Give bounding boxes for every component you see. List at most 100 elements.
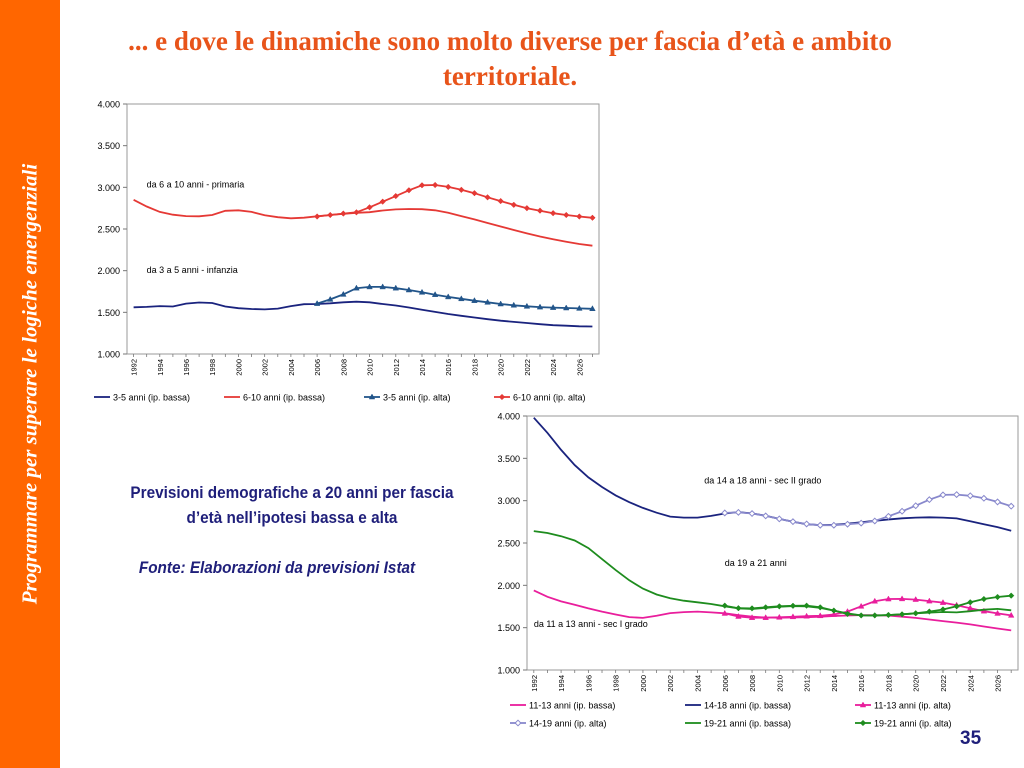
data-point: [510, 301, 518, 308]
y-tick-label: 1.000: [497, 666, 520, 676]
x-tick-label: 2000: [639, 675, 648, 692]
data-point: [431, 291, 439, 297]
x-tick-label: 1996: [182, 359, 191, 376]
data-point: [405, 187, 413, 194]
data-point: [327, 211, 334, 219]
data-point: [576, 304, 583, 311]
series-line-3: [724, 597, 1012, 619]
data-point: [966, 492, 974, 500]
data-point: [912, 610, 919, 617]
data-point: [803, 602, 810, 609]
y-tick-label: 4.000: [97, 100, 120, 110]
data-point: [967, 599, 974, 606]
data-point: [994, 593, 1001, 601]
x-tick-label: 2024: [549, 359, 558, 376]
legend-entry: 19-21 anni (ip. alta): [874, 719, 952, 729]
x-tick-label: 2004: [693, 675, 702, 692]
data-point: [967, 604, 974, 611]
data-point: [898, 611, 906, 618]
data-point: [721, 602, 728, 609]
data-point: [748, 614, 756, 620]
data-point: [748, 510, 756, 518]
data-point: [576, 213, 583, 220]
y-tick-label: 4.000: [497, 412, 520, 422]
data-point: [418, 182, 426, 189]
x-tick-label: 2018: [884, 675, 893, 692]
series-line-2: [133, 198, 593, 247]
x-tick-label: 2010: [366, 359, 375, 376]
x-tick-label: 2006: [721, 675, 730, 692]
data-point: [1008, 592, 1015, 599]
data-point: [885, 595, 892, 602]
data-point: [366, 204, 373, 211]
data-point: [789, 613, 797, 620]
legend-entry: 3-5 anni (ip. alta): [383, 393, 451, 403]
data-point: [734, 508, 742, 516]
data-point: [340, 290, 347, 297]
data-point: [379, 198, 386, 205]
series-line-4: [316, 184, 593, 219]
y-tick-label: 2.500: [97, 225, 120, 235]
data-point: [735, 612, 742, 619]
series-line-3: [316, 286, 593, 310]
x-tick-label: 2020: [497, 359, 506, 376]
data-point: [458, 186, 465, 193]
x-tick-label: 1992: [530, 675, 539, 692]
data-point: [418, 288, 426, 295]
data-point: [549, 304, 557, 310]
x-tick-label: 2012: [803, 675, 812, 692]
data-point: [589, 214, 596, 221]
sidebar: Programmare per superare le logiche emer…: [0, 0, 60, 768]
legend-entry: 6-10 anni (ip. bassa): [243, 393, 325, 403]
chart-annotation: da 14 a 18 anni - sec II grado: [704, 476, 821, 486]
x-tick-label: 2008: [748, 675, 757, 692]
chart-1: 1.000 1.500 2.000 2.500 3.000 3.500 4.000 1992 1…: [94, 100, 600, 403]
y-tick-label: 1.000: [97, 350, 120, 360]
data-point: [775, 515, 783, 523]
data-point: [939, 491, 947, 499]
data-point: [817, 604, 824, 611]
data-point: [353, 284, 360, 291]
data-point: [368, 393, 376, 400]
data-point: [912, 502, 920, 510]
data-point: [980, 494, 988, 502]
data-point: [549, 210, 557, 217]
data-point: [871, 612, 878, 619]
data-point: [844, 520, 852, 528]
data-point: [859, 701, 867, 708]
x-tick-label: 2010: [775, 675, 784, 692]
data-point: [458, 295, 465, 302]
data-point: [340, 210, 347, 217]
data-point: [484, 194, 491, 201]
x-tick-label: 2014: [830, 675, 839, 692]
data-point: [1007, 502, 1015, 510]
data-point: [498, 393, 506, 401]
data-point: [830, 611, 838, 617]
x-tick-label: 2016: [857, 675, 866, 692]
chart-annotation: da 11 a 13 anni - sec I grado: [534, 619, 648, 629]
data-point: [536, 207, 544, 214]
chart-annotation: da 6 a 10 anni - primaria: [147, 179, 245, 189]
data-point: [379, 283, 386, 290]
data-point: [762, 614, 769, 620]
data-point: [994, 498, 1002, 506]
x-tick-label: 2020: [912, 675, 921, 692]
data-point: [353, 209, 360, 216]
data-point: [748, 605, 756, 612]
x-tick-label: 1992: [130, 359, 139, 376]
plot-area: [526, 415, 1019, 671]
legend-entry: 11-13 anni (ip. bassa): [529, 701, 615, 711]
data-point: [471, 190, 478, 197]
legend-entry: 11-13 anni (ip. alta): [874, 701, 951, 711]
data-point: [313, 213, 321, 220]
data-point: [803, 612, 810, 619]
source-note: Fonte: Elaborazioni da previsioni Istat: [138, 558, 416, 577]
data-point: [939, 599, 947, 605]
data-point: [366, 283, 373, 290]
data-point: [789, 602, 797, 609]
y-tick-label: 3.000: [97, 183, 120, 193]
data-point: [762, 604, 769, 611]
x-tick-label: 2012: [392, 359, 401, 376]
x-tick-label: 2014: [418, 359, 427, 376]
